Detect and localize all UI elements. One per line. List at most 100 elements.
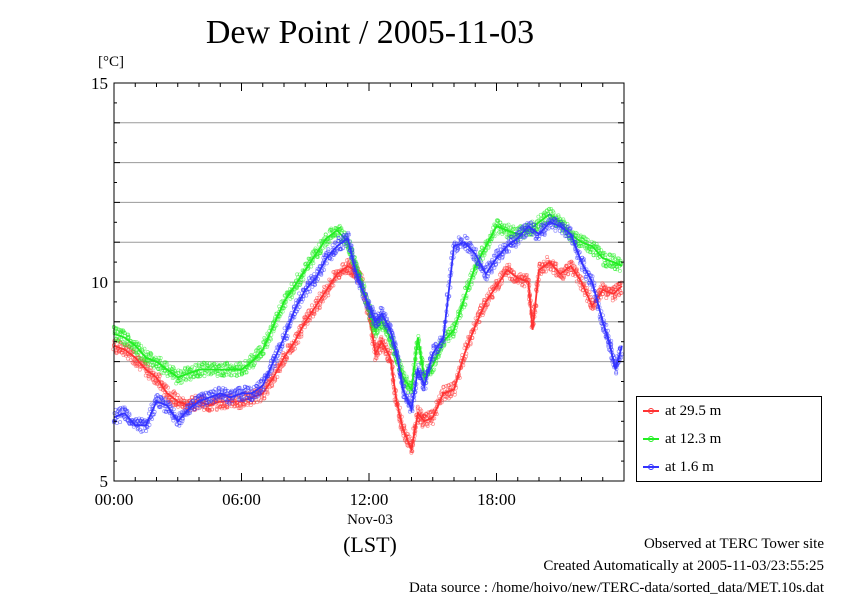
data-point: [200, 364, 205, 369]
data-point: [603, 252, 608, 257]
data-point: [214, 406, 219, 411]
data-point: [546, 207, 551, 212]
data-point: [191, 374, 196, 379]
y-tick-label: 15: [91, 74, 108, 93]
data-point: [343, 243, 348, 248]
data-point: [380, 306, 385, 311]
data-point: [137, 367, 142, 372]
data-point: [127, 413, 132, 418]
data-point: [542, 232, 547, 237]
data-point: [133, 363, 138, 368]
data-point: [331, 283, 336, 288]
data-point: [522, 223, 527, 228]
data-point: [587, 290, 592, 295]
data-point: [439, 344, 444, 348]
data-point: [180, 418, 185, 423]
data-point: [257, 345, 261, 350]
data-point: [610, 253, 615, 258]
data-point: [326, 247, 331, 252]
data-point: [121, 353, 126, 357]
data-point: [122, 405, 127, 410]
data-point: [232, 373, 237, 377]
x-tick-label: 00:00: [95, 490, 134, 509]
data-point: [158, 356, 163, 360]
data-point: [494, 279, 499, 283]
data-point: [541, 268, 546, 273]
data-point: [112, 331, 117, 336]
series-line-1: [113, 213, 623, 392]
data-point: [314, 298, 319, 303]
data-point: [284, 336, 289, 341]
data-point: [249, 398, 254, 403]
data-point: [484, 277, 489, 282]
data-point: [218, 404, 223, 409]
data-point: [292, 346, 297, 351]
data-point: [275, 375, 280, 380]
data-point: [463, 246, 468, 251]
data-point: [479, 304, 484, 309]
data-point: [254, 397, 259, 402]
data-point: [551, 270, 556, 275]
data-point: [273, 363, 278, 368]
data-point: [492, 234, 497, 239]
x-tick-label: 18:00: [477, 490, 516, 509]
data-point: [181, 396, 185, 401]
data-point: [502, 223, 507, 228]
data-point: [486, 245, 491, 250]
data-point: [262, 387, 267, 392]
data-point: [502, 230, 507, 235]
data-point: [584, 276, 589, 281]
data-point: [309, 303, 314, 308]
data-point: [370, 304, 375, 309]
data-point: [610, 298, 615, 303]
data-point: [151, 376, 156, 381]
data-point: [297, 305, 302, 309]
data-point: [200, 404, 205, 409]
data-point: [510, 236, 515, 241]
data-point: [192, 407, 197, 412]
data-point: [388, 349, 393, 354]
data-point: [329, 226, 334, 231]
data-point: [553, 228, 558, 233]
data-point: [142, 346, 147, 351]
data-point: [168, 404, 173, 409]
data-point: [564, 263, 569, 268]
data-point: [383, 312, 388, 317]
data-point: [489, 269, 494, 273]
data-point: [558, 217, 563, 221]
data-point: [516, 280, 521, 285]
data-point: [339, 226, 344, 231]
data-point: [322, 267, 326, 272]
data-point: [550, 225, 555, 230]
data-point: [241, 398, 245, 403]
data-point: [494, 261, 499, 266]
data-point: [265, 390, 270, 395]
data-point: [163, 397, 168, 401]
data-point: [280, 309, 285, 314]
data-point: [451, 333, 456, 338]
data-point: [435, 350, 440, 355]
data-point: [200, 371, 205, 376]
data-point: [262, 393, 267, 398]
data-point: [372, 309, 377, 314]
data-point: [173, 369, 177, 373]
data-point: [347, 232, 352, 237]
data-point: [474, 247, 479, 252]
data-point: [134, 361, 139, 366]
data-point: [274, 323, 279, 328]
data-point: [489, 270, 494, 275]
data-point: [313, 282, 318, 287]
data-point: [241, 402, 246, 407]
footer-source: Data source : /home/hoivo/new/TERC-data/…: [408, 580, 824, 596]
data-point: [472, 247, 477, 252]
data-point: [315, 296, 320, 300]
data-point: [507, 265, 512, 270]
data-point: [374, 330, 379, 335]
data-point: [146, 376, 151, 381]
series-0: [111, 255, 624, 455]
data-point: [496, 259, 501, 264]
data-point: [121, 328, 125, 333]
data-point: [481, 256, 486, 261]
legend-item-29-5m: at 29.5 m: [643, 401, 721, 421]
data-point: [468, 240, 473, 245]
